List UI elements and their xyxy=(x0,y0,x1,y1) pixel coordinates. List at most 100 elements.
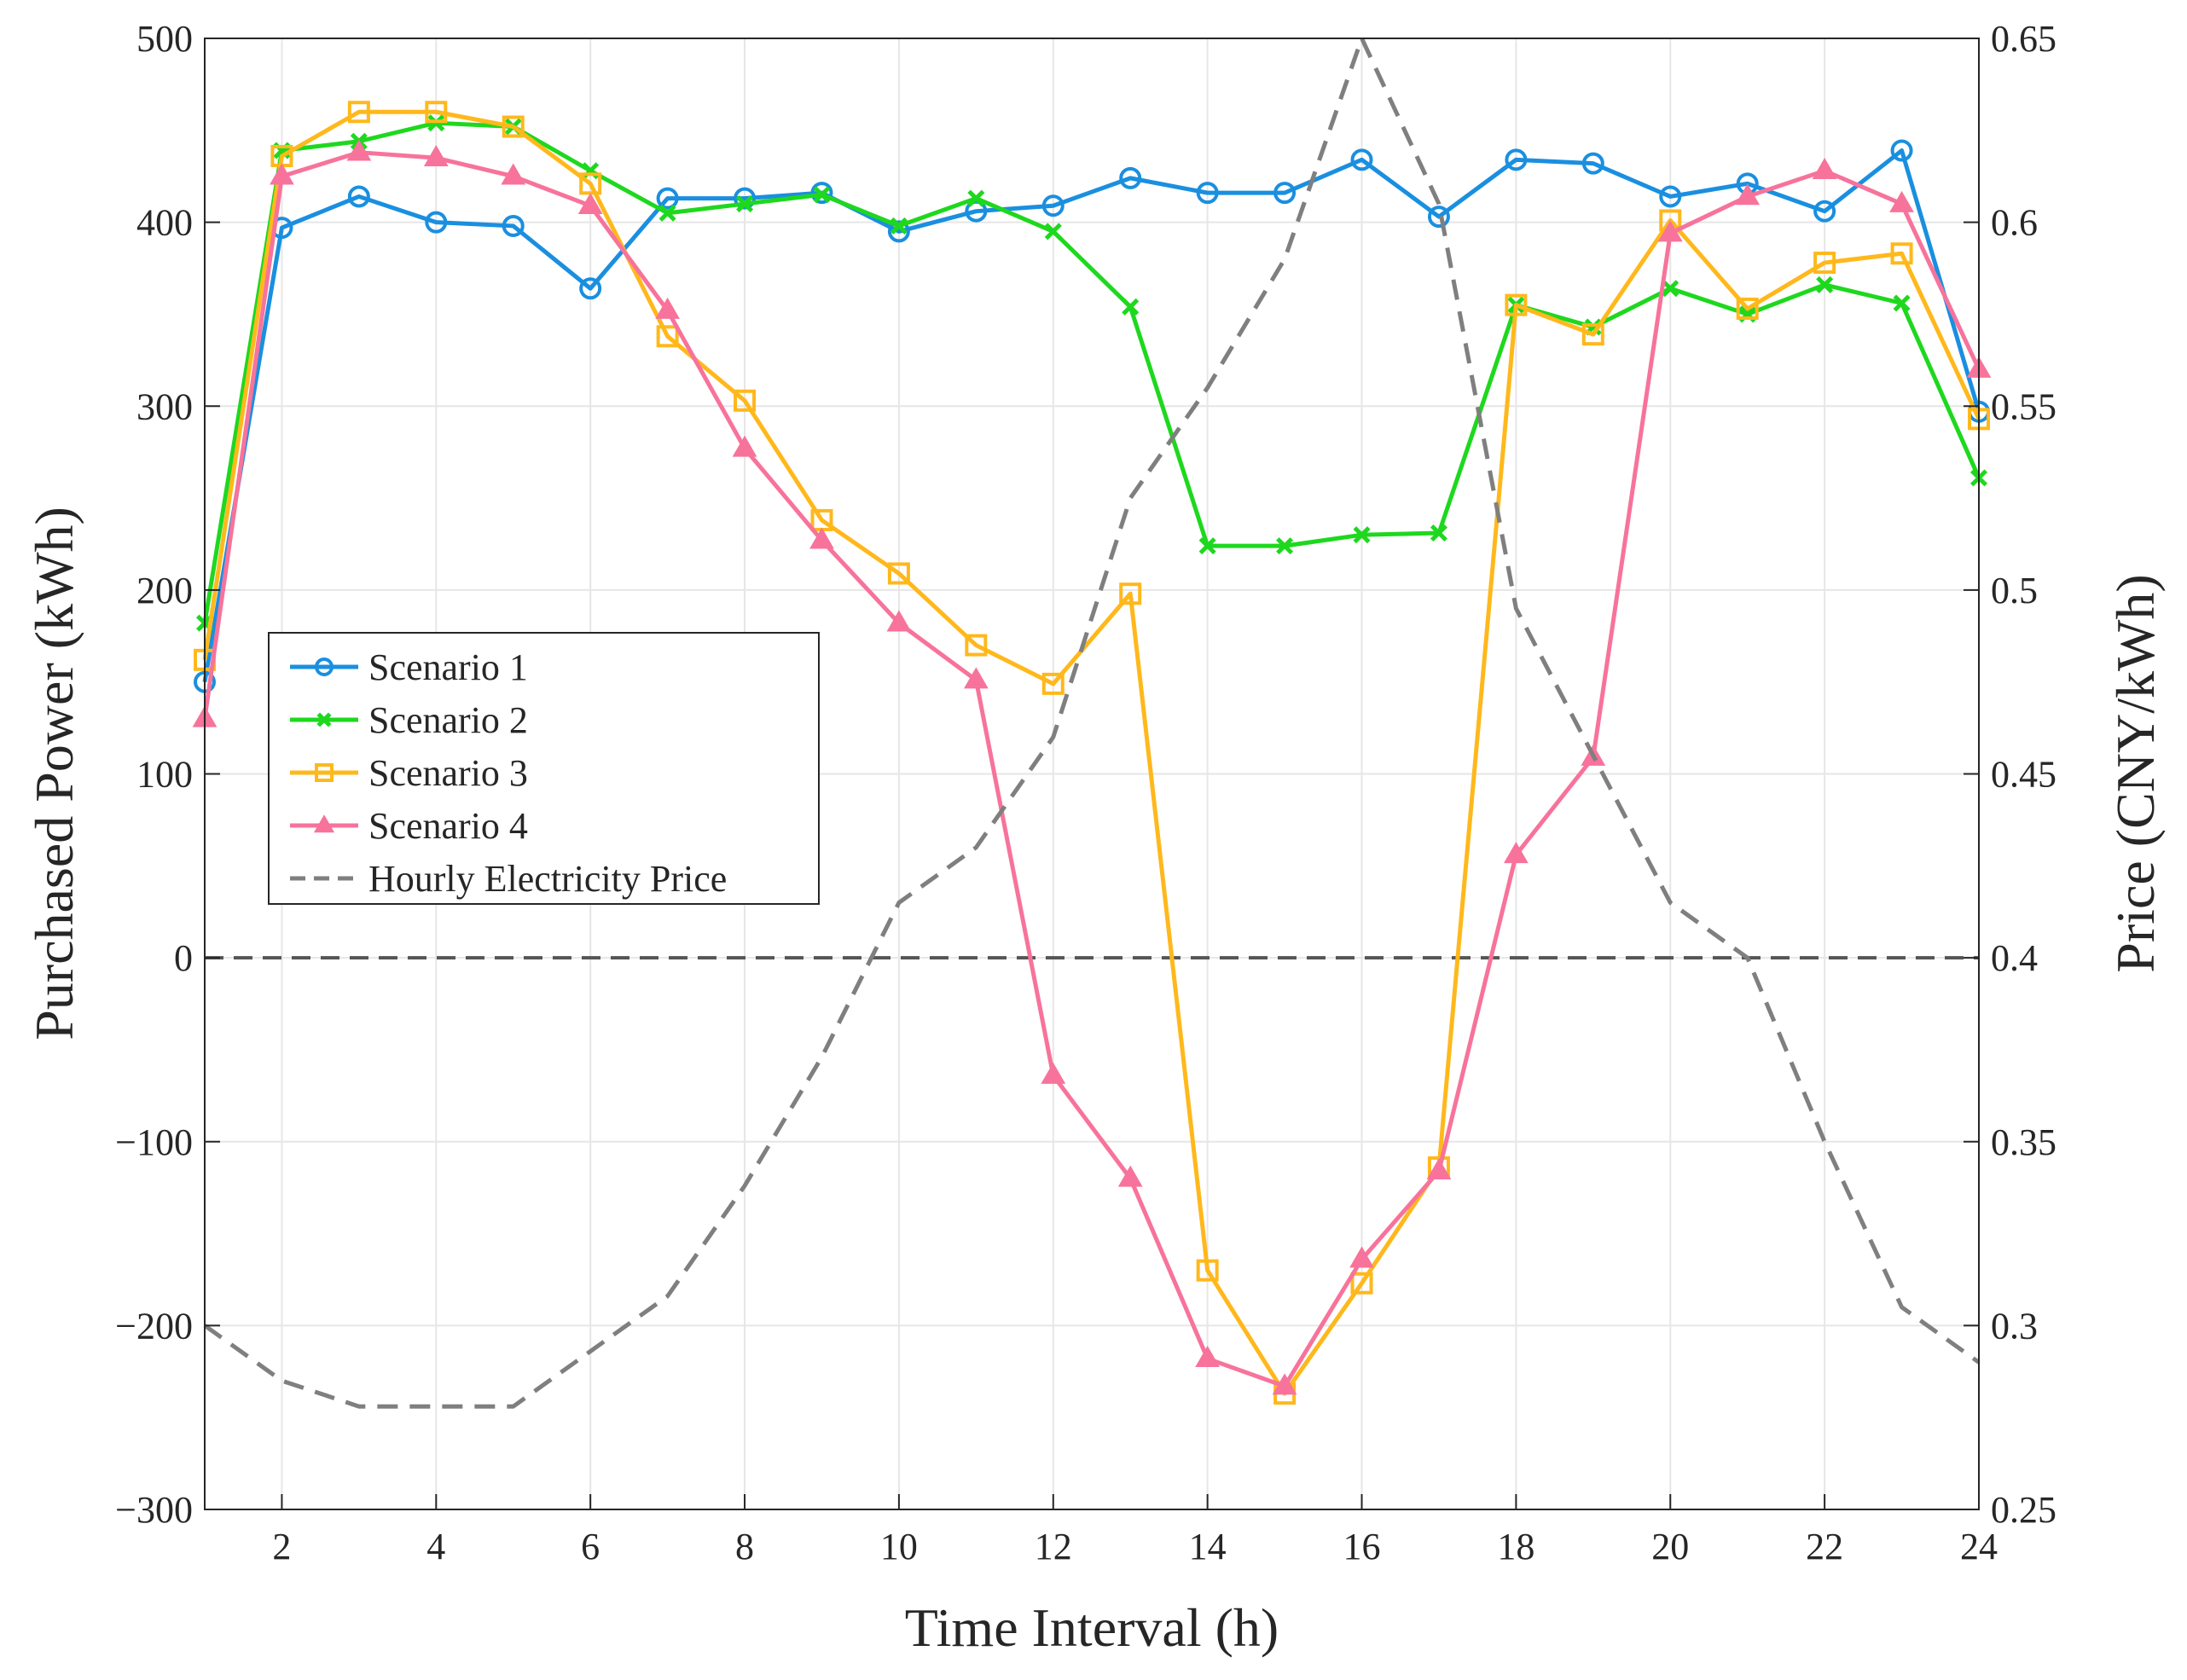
data-point xyxy=(736,195,754,213)
data-point xyxy=(1349,1246,1374,1268)
data-point xyxy=(1659,185,1682,208)
y-left-tick-label: 500 xyxy=(136,18,193,60)
data-point xyxy=(1581,152,1604,175)
data-point xyxy=(270,163,294,185)
x-tick-label: 12 xyxy=(1035,1526,1072,1567)
legend-item: Hourly Electricity Price xyxy=(290,858,727,900)
x-tick-label: 20 xyxy=(1651,1526,1689,1567)
data-point xyxy=(502,115,525,138)
data-point xyxy=(1813,252,1836,275)
data-point xyxy=(1504,842,1529,864)
legend-items: Scenario 1 Scenario 2 Scenario 3 Scenario 4… xyxy=(290,646,727,900)
data-point xyxy=(1662,280,1679,298)
data-point xyxy=(1044,223,1062,240)
data-point xyxy=(1122,298,1140,316)
data-point xyxy=(813,186,831,204)
data-point xyxy=(1196,1259,1219,1282)
legend: Scenario 1 Scenario 2 Scenario 3 Scenario 4… xyxy=(268,632,820,905)
legend-marker xyxy=(313,814,335,833)
series-line xyxy=(202,148,1981,683)
x-tick-label: 4 xyxy=(426,1526,445,1567)
legend-box xyxy=(268,632,820,905)
data-point xyxy=(1427,206,1450,229)
y-right-tick-label: 0.5 xyxy=(1991,570,2038,611)
data-point xyxy=(1041,672,1064,695)
legend-marker xyxy=(315,658,334,676)
data-point xyxy=(1505,293,1528,316)
y-right-tick-label: 0.65 xyxy=(1991,18,2056,60)
series-line xyxy=(202,109,1981,1396)
series-5 xyxy=(203,36,1981,1409)
y-left-tick-label: 200 xyxy=(136,570,193,611)
data-point xyxy=(1041,194,1064,217)
data-point xyxy=(1735,183,1761,206)
data-point xyxy=(1117,1165,1143,1187)
data-point xyxy=(1430,524,1447,542)
x-tick-label: 18 xyxy=(1497,1526,1534,1567)
x-tick-label: 10 xyxy=(880,1526,918,1567)
data-point xyxy=(1890,242,1913,265)
data-point xyxy=(1276,537,1294,555)
data-point xyxy=(1426,1158,1452,1180)
legend-item: Scenario 2 xyxy=(290,699,528,741)
data-point xyxy=(658,204,676,222)
legend-marker xyxy=(315,763,334,782)
data-point xyxy=(890,217,908,235)
legend-item: Scenario 3 xyxy=(290,752,528,794)
y-left-tick-label: 300 xyxy=(136,385,193,427)
series-4 xyxy=(192,139,1992,1395)
y-left-tick-label: −100 xyxy=(115,1121,193,1163)
data-point xyxy=(425,211,448,234)
y-right-tick-label: 0.55 xyxy=(1991,385,2056,427)
series-line xyxy=(203,36,1981,1409)
data-point xyxy=(734,389,757,412)
data-point xyxy=(965,634,988,657)
legend-label: Scenario 2 xyxy=(368,699,528,741)
y-right-tick-label: 0.4 xyxy=(1991,937,2038,979)
data-point xyxy=(1353,526,1371,544)
y-right-tick-label: 0.35 xyxy=(1991,1121,2056,1163)
y-right-tick-label: 0.25 xyxy=(1991,1489,2056,1531)
series-line xyxy=(202,150,1981,1389)
data-point xyxy=(1505,148,1528,171)
data-point xyxy=(810,182,833,205)
legend-marker xyxy=(316,712,332,727)
data-point xyxy=(1813,200,1836,223)
data-point xyxy=(1350,148,1373,171)
data-point xyxy=(1196,182,1219,205)
x-tick-label: 2 xyxy=(272,1526,291,1567)
x-tick-label: 24 xyxy=(1960,1526,1998,1567)
y-axis-left-title: Purchased Power (kWh) xyxy=(24,507,84,1040)
data-point xyxy=(655,297,680,319)
data-point xyxy=(577,193,603,215)
data-point xyxy=(1893,294,1911,312)
x-tick-label: 8 xyxy=(735,1526,754,1567)
data-point xyxy=(1119,582,1142,605)
data-point xyxy=(425,101,448,124)
axis-ticks: 2 4 6 8 10 12 14 16 18 20 22 24−300−200−10001002003… xyxy=(115,18,2056,1567)
data-point xyxy=(1890,139,1913,162)
data-point xyxy=(656,187,679,210)
data-point xyxy=(656,325,679,348)
data-point xyxy=(1273,182,1297,205)
data-point xyxy=(887,220,910,243)
data-point xyxy=(423,144,449,166)
data-point xyxy=(887,562,910,585)
data-point xyxy=(1812,158,1837,180)
data-point xyxy=(1041,1062,1066,1084)
series-group xyxy=(192,36,1992,1409)
legend-label: Scenario 3 xyxy=(368,752,528,794)
data-point xyxy=(1657,220,1683,242)
data-point xyxy=(1195,1345,1221,1367)
y-right-tick-label: 0.3 xyxy=(1991,1305,2038,1347)
data-point xyxy=(347,101,370,124)
data-point xyxy=(501,163,526,185)
x-tick-label: 16 xyxy=(1343,1526,1381,1567)
legend-item: Scenario 1 xyxy=(290,646,528,688)
data-point xyxy=(579,277,602,300)
data-point xyxy=(1736,297,1759,320)
x-tick-label: 6 xyxy=(581,1526,600,1567)
x-axis-title: Time Interval (h) xyxy=(905,1597,1279,1658)
y-left-tick-label: −300 xyxy=(115,1489,193,1531)
